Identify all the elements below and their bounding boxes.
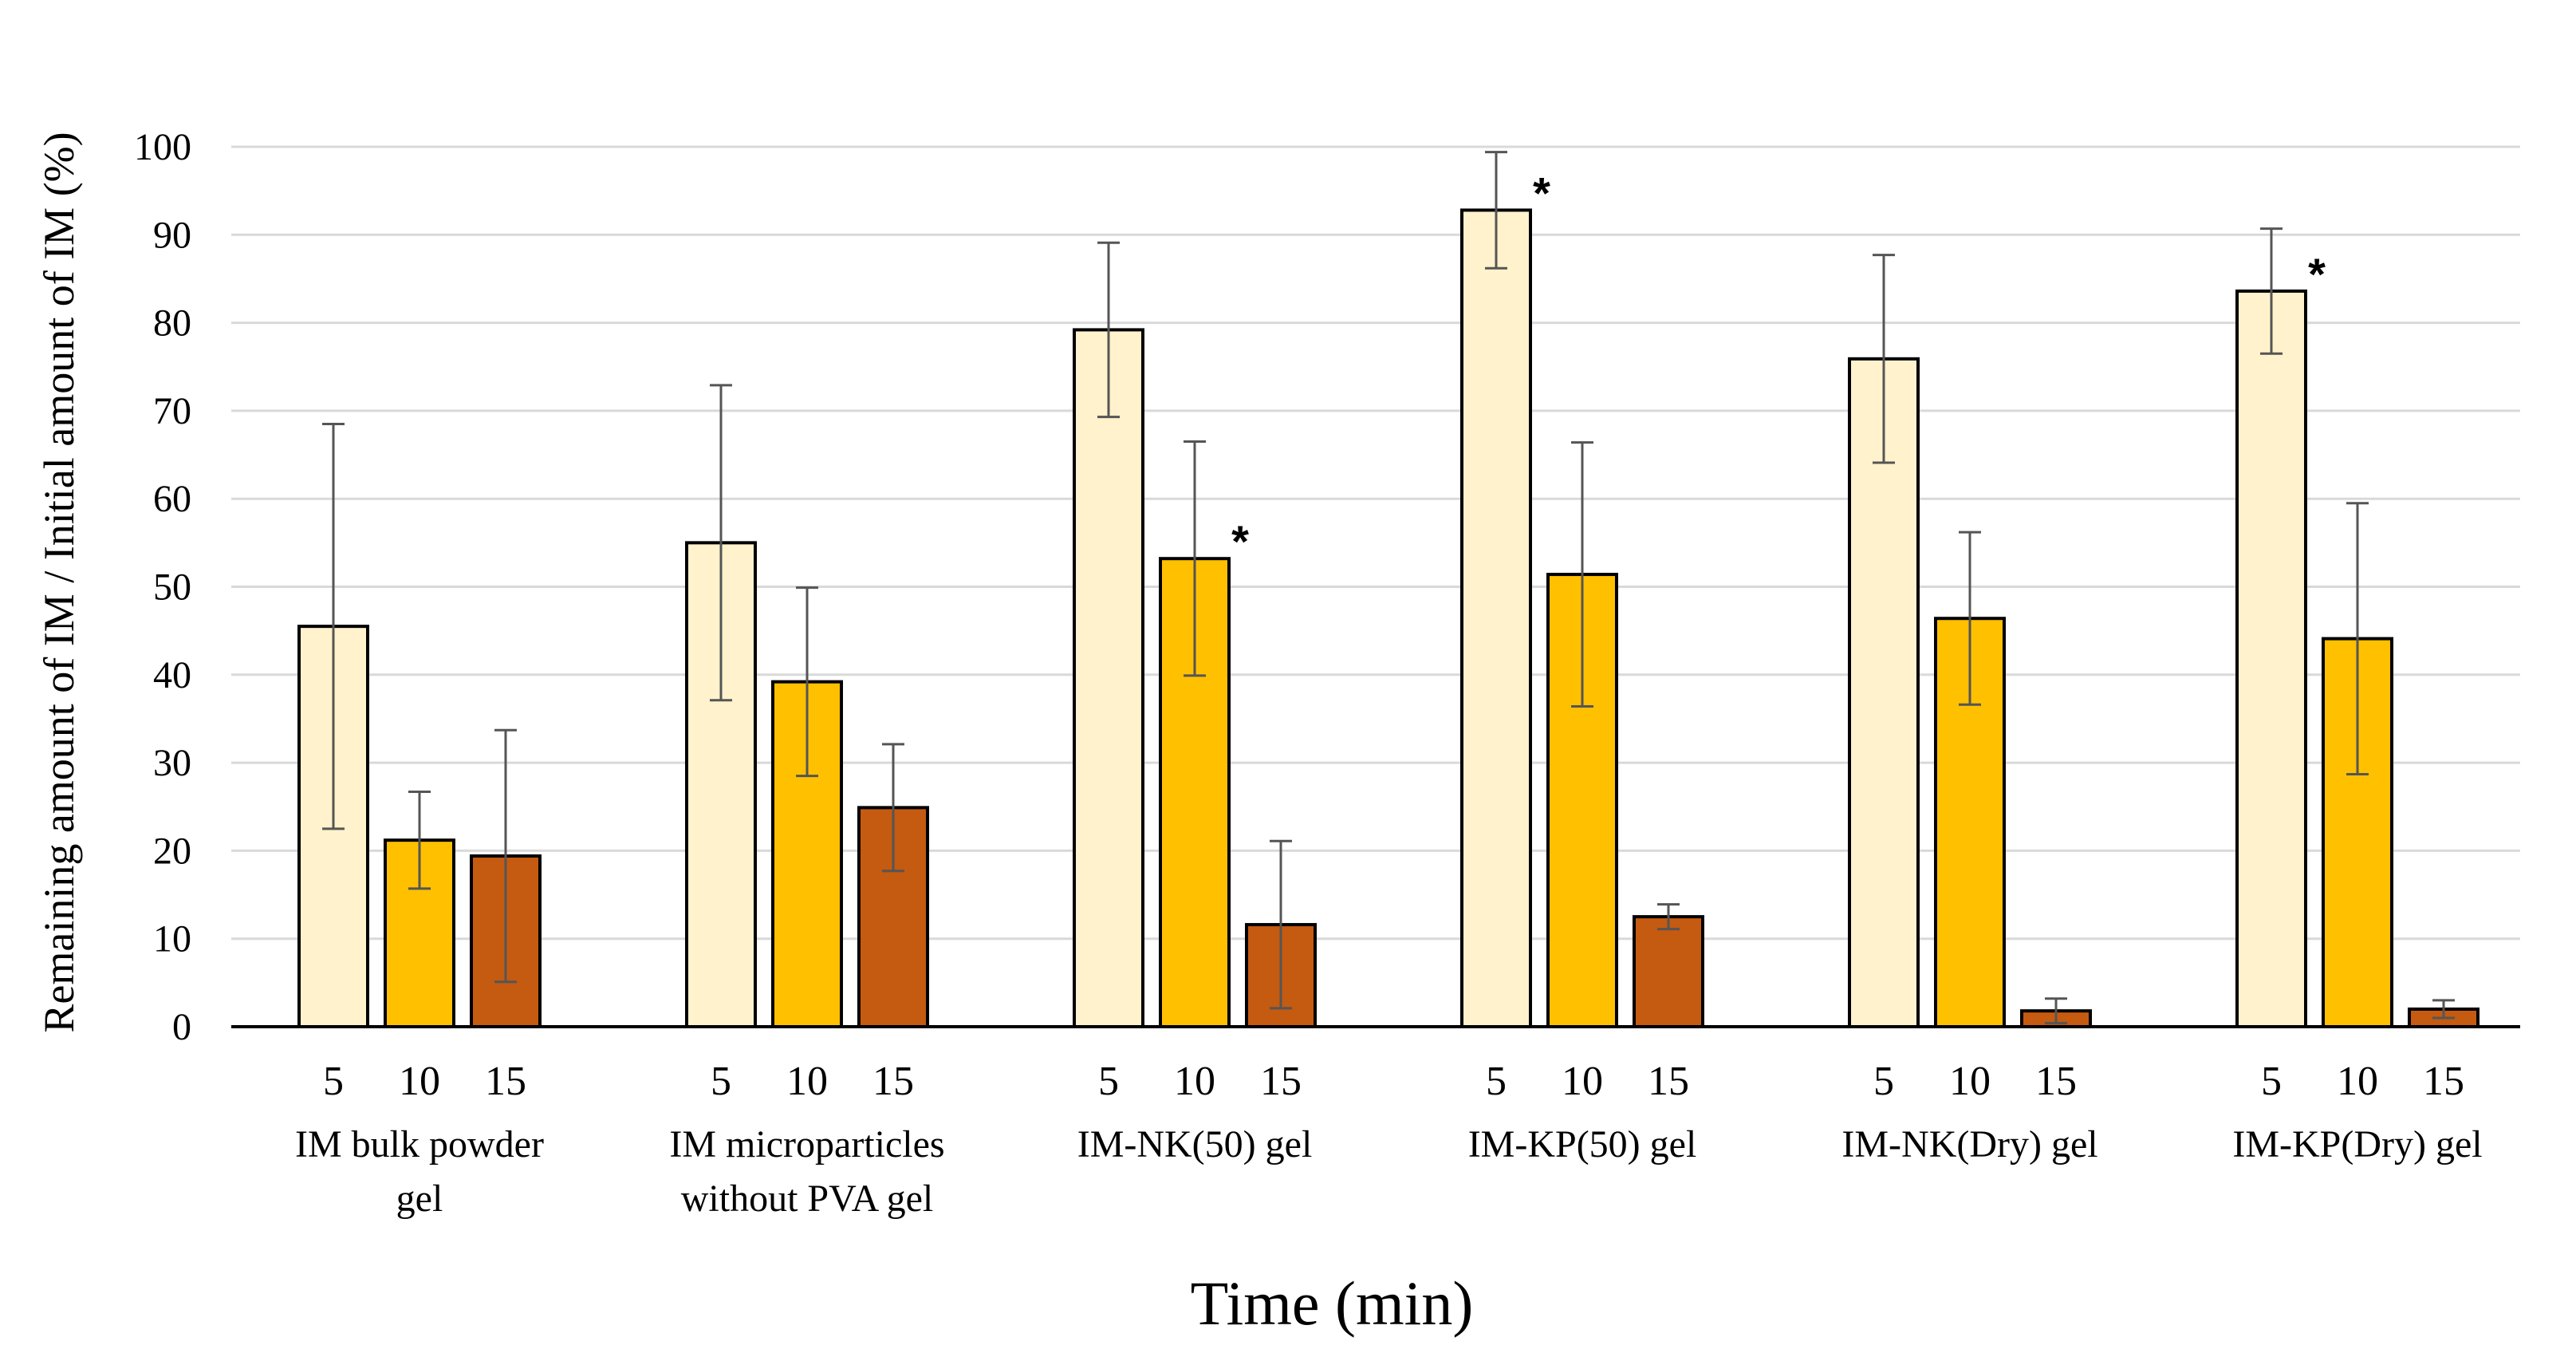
x-tick-label: 10 — [1562, 1059, 1603, 1104]
group-label: IM bulk powder — [295, 1123, 544, 1166]
y-tick-label: 50 — [153, 566, 191, 609]
x-tick-label: 5 — [2261, 1059, 2282, 1104]
group-label: gel — [396, 1177, 443, 1220]
x-tick-label: 5 — [323, 1059, 344, 1104]
bar — [2235, 289, 2307, 1028]
y-tick-label: 60 — [153, 478, 191, 520]
x-tick-label: 15 — [2423, 1059, 2464, 1104]
x-tick-label: 15 — [2035, 1059, 2077, 1104]
y-tick-label: 40 — [153, 654, 191, 696]
x-tick-label: 10 — [1949, 1059, 1991, 1104]
x-tick-label: 15 — [872, 1059, 914, 1104]
y-tick-label: 80 — [153, 302, 191, 345]
x-tick-label: 15 — [1260, 1059, 1302, 1104]
error-bars — [322, 151, 2455, 1025]
gridlines — [231, 145, 2520, 941]
bar — [1073, 328, 1144, 1028]
group-label: IM microparticles — [669, 1123, 944, 1166]
y-tick-label: 20 — [153, 830, 191, 872]
group-label: IM-KP(50) gel — [1468, 1123, 1697, 1166]
bar — [1633, 915, 1704, 1028]
y-tick-label: 10 — [153, 918, 191, 960]
bar — [1848, 357, 1920, 1028]
y-tick-label: 0 — [172, 1006, 191, 1048]
x-tick-label: 5 — [1098, 1059, 1119, 1104]
y-tick-label: 70 — [153, 390, 191, 432]
group-label: IM-KP(Dry) gel — [2232, 1123, 2482, 1166]
labels: 5 10 15 IM bulk powder gel 5 10 15 IM microparti… — [295, 168, 2483, 1220]
y-tick-label: 30 — [153, 742, 191, 784]
group-label: IM-NK(Dry) gel — [1841, 1123, 2097, 1166]
x-tick-label: 15 — [1648, 1059, 1689, 1104]
significance-marker: * — [2308, 249, 2326, 299]
axes: 0 10 20 30 40 50 60 70 80 90 100 — [134, 126, 2520, 1048]
bar — [1460, 208, 1532, 1028]
x-tick-label: 10 — [2337, 1059, 2378, 1104]
significance-marker: * — [1533, 168, 1550, 218]
x-tick-label: 10 — [399, 1059, 440, 1104]
x-tick-label: 10 — [786, 1059, 828, 1104]
x-tick-label: 5 — [1486, 1059, 1507, 1104]
significance-marker: * — [1231, 516, 1249, 566]
y-tick-label: 90 — [153, 214, 191, 256]
x-tick-label: 5 — [1873, 1059, 1894, 1104]
group-label: IM-NK(50) gel — [1077, 1123, 1313, 1166]
x-axis-title: Time (min) — [1191, 1268, 1474, 1338]
bars — [297, 208, 2479, 1029]
y-axis-title: Remaining amount of IM / Initial amount … — [35, 132, 83, 1032]
group-label: without PVA gel — [681, 1177, 934, 1220]
y-tick-label: 100 — [134, 126, 191, 168]
x-tick-label: 5 — [711, 1059, 731, 1104]
x-tick-label: 10 — [1174, 1059, 1215, 1104]
x-tick-label: 15 — [485, 1059, 526, 1104]
